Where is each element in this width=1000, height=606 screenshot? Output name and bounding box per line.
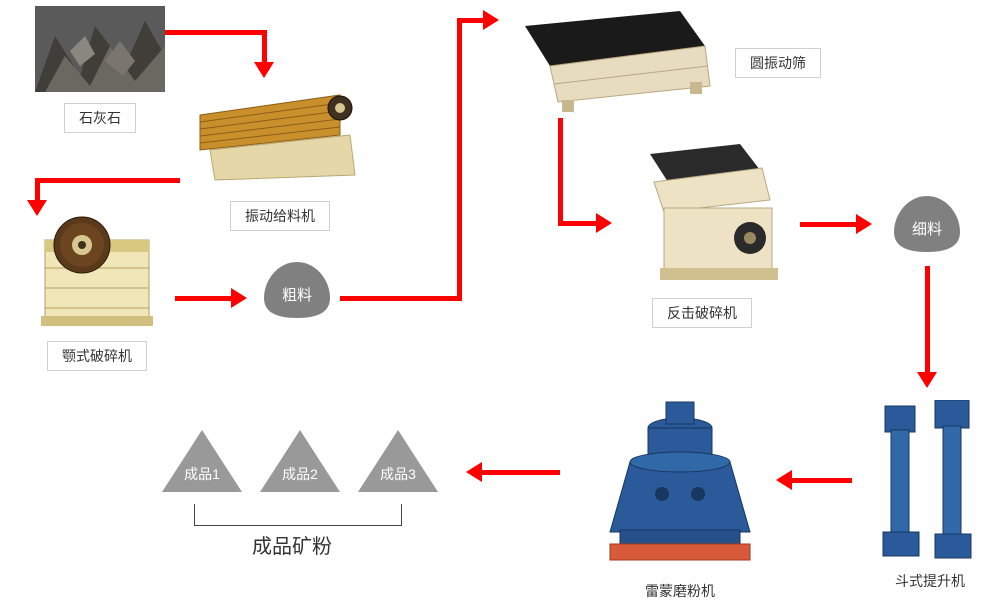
mill-node: 雷蒙磨粉机 [580, 390, 780, 601]
fine-blob: 细料 [890, 192, 964, 254]
screen-label: 圆振动筛 [735, 48, 821, 78]
arrow-impact-fine-head [856, 214, 872, 234]
arrow-coarse-screen-head [483, 10, 499, 30]
arrow-limestone-feeder-head [254, 62, 274, 78]
products-bracket [194, 504, 402, 526]
limestone-node: 石灰石 [30, 6, 170, 133]
arrow-fine-elevator-head [917, 372, 937, 388]
impact-image [620, 142, 785, 287]
arrow-screen-impact-head [596, 213, 612, 233]
coarse-text: 粗料 [260, 284, 334, 305]
prod3-text: 成品3 [376, 464, 420, 484]
products-node: 成品1 成品2 成品3 [150, 430, 450, 492]
powder-label: 成品矿粉 [252, 536, 332, 558]
limestone-label: 石灰石 [64, 103, 136, 133]
arrow-coarse-up-v [457, 18, 462, 301]
impact-node: 反击破碎机 [612, 142, 792, 328]
mill-image [590, 390, 770, 570]
arrow-feeder-jaw-h [35, 178, 180, 183]
arrow-mill-products [480, 470, 560, 475]
prod2-triangle: 成品2 [260, 430, 340, 492]
fine-text: 细料 [890, 218, 964, 239]
coarse-node: 粗料 [260, 258, 334, 325]
screen-label-node: 圆振动筛 [735, 42, 821, 78]
prod1-text: 成品1 [180, 464, 224, 484]
feeder-node: 振动给料机 [185, 80, 375, 231]
screen-image [510, 6, 720, 116]
arrow-fine-elevator [925, 266, 930, 374]
arrow-elevator-mill-head [776, 470, 792, 490]
arrow-screen-impact-v [558, 118, 563, 224]
arrow-mill-products-head [466, 462, 482, 482]
prod3-triangle: 成品3 [358, 430, 438, 492]
elevator-image [875, 400, 985, 560]
screen-node [500, 6, 730, 116]
elevator-label: 斗式提升机 [870, 571, 990, 591]
fine-node: 细料 [890, 192, 964, 259]
feeder-image [190, 80, 370, 190]
prod2-text: 成品2 [278, 464, 322, 484]
arrow-impact-fine [800, 222, 858, 227]
coarse-blob: 粗料 [260, 258, 334, 320]
mill-label: 雷蒙磨粉机 [580, 581, 780, 601]
arrow-feeder-jaw-head [27, 200, 47, 216]
feeder-label: 振动给料机 [230, 201, 330, 231]
limestone-image [35, 6, 165, 92]
arrow-jaw-coarse [175, 296, 233, 301]
prod1-triangle: 成品1 [162, 430, 242, 492]
arrow-screen-impact-h [558, 221, 598, 226]
jaw-image [27, 210, 167, 330]
jaw-node: 颚式破碎机 [22, 210, 172, 371]
jaw-label: 颚式破碎机 [47, 341, 147, 371]
arrow-coarse-up-h1 [340, 296, 460, 301]
arrow-coarse-up-h2 [457, 18, 485, 23]
arrow-elevator-mill [790, 478, 852, 483]
arrow-limestone-feeder-h [165, 30, 265, 35]
arrow-jaw-coarse-head [231, 288, 247, 308]
powder-label-node: 成品矿粉 [252, 530, 332, 559]
elevator-node: 斗式提升机 [870, 400, 990, 591]
arrow-limestone-feeder-v [262, 30, 267, 65]
impact-label: 反击破碎机 [652, 298, 752, 328]
